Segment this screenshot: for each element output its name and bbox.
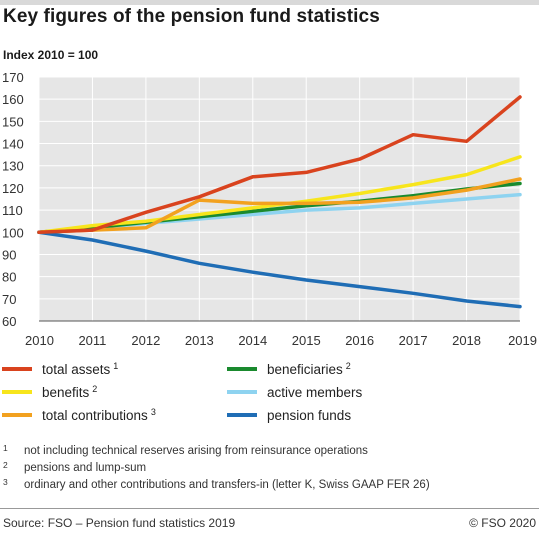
- legend-item-pension-funds: pension funds: [227, 404, 351, 426]
- legend-label: total assets: [42, 361, 111, 377]
- x-tick-label: 2015: [292, 333, 321, 348]
- footnote-text: pensions and lump-sum: [24, 462, 147, 474]
- x-tick-label: 2013: [185, 333, 214, 348]
- y-tick-label: 60: [2, 314, 16, 329]
- legend-label: pension funds: [267, 407, 352, 423]
- y-tick-label: 90: [2, 247, 16, 262]
- legend-item-beneficiaries: beneficiaries 2: [227, 358, 351, 380]
- series-line-total-assets: [37, 95, 522, 235]
- legend-footnote-mark: 3: [150, 407, 156, 417]
- legend: total assets 1 benefits 2 total contributi…: [0, 358, 539, 430]
- line-chart: 60 70 80 90 100 110 120 130 140 150 160 170 2010 201…: [2, 70, 537, 348]
- y-tick-label: 100: [2, 225, 24, 240]
- footnote-text: not including technical reserves arising…: [24, 445, 368, 457]
- y-tick-label: 170: [2, 70, 24, 85]
- footnote-text: ordinary and other contributions and tra…: [24, 479, 430, 491]
- legend-item-benefits: benefits 2: [2, 381, 97, 403]
- series-line-pension-funds: [37, 230, 522, 309]
- y-tick-label: 140: [2, 137, 24, 152]
- footnote-mark: 1: [3, 443, 8, 453]
- legend-swatch: [227, 367, 257, 371]
- legend-swatch: [227, 390, 257, 394]
- legend-footnote-mark: 2: [92, 384, 98, 394]
- x-tick-label: 2010: [25, 333, 54, 348]
- x-tick-label: 2018: [452, 333, 481, 348]
- footer-divider: [0, 508, 539, 509]
- legend-footnote-mark: 2: [345, 361, 351, 371]
- y-tick-label: 150: [2, 114, 24, 129]
- copyright-note: © FSO 2020: [469, 516, 536, 530]
- legend-item-total-contributions: total contributions 3: [2, 404, 156, 426]
- legend-footnote-mark: 1: [113, 361, 119, 371]
- legend-swatch: [2, 367, 32, 371]
- legend-swatch: [227, 413, 257, 417]
- chart-subtitle: Index 2010 = 100: [3, 48, 99, 62]
- y-tick-label: 80: [2, 270, 16, 285]
- title-bar: [0, 0, 539, 5]
- y-tick-label: 120: [2, 181, 24, 196]
- series-line-total-contributions: [37, 177, 522, 235]
- x-tick-label: 2014: [238, 333, 267, 348]
- y-tick-label: 70: [2, 292, 16, 307]
- footnote-2: 2 pensions and lump-sum: [3, 460, 430, 477]
- legend-item-total-assets: total assets 1: [2, 358, 118, 380]
- y-tick-label: 130: [2, 159, 24, 174]
- legend-swatch: [2, 413, 32, 417]
- x-tick-label: 2019: [508, 333, 537, 348]
- legend-label: beneficiaries: [267, 361, 343, 377]
- chart-title: Key figures of the pension fund statisti…: [3, 6, 380, 27]
- legend-item-active-members: active members: [227, 381, 362, 403]
- legend-label: benefits: [42, 384, 90, 400]
- y-tick-label: 160: [2, 92, 24, 107]
- footnotes: 1 not including technical reserves arisi…: [3, 443, 430, 494]
- footnote-3: 3 ordinary and other contributions and t…: [3, 477, 430, 494]
- x-tick-label: 2017: [399, 333, 428, 348]
- legend-label: active members: [267, 384, 363, 400]
- footnote-mark: 3: [3, 477, 8, 487]
- legend-label: total contributions: [42, 407, 148, 423]
- footnote-mark: 2: [3, 460, 8, 470]
- x-tick-label: 2011: [78, 333, 106, 348]
- x-tick-label: 2016: [345, 333, 374, 348]
- footnote-1: 1 not including technical reserves arisi…: [3, 443, 430, 460]
- source-note: Source: FSO – Pension fund statistics 20…: [3, 516, 236, 530]
- y-tick-label: 110: [2, 203, 23, 218]
- plot-background: [39, 77, 520, 321]
- x-tick-label: 2012: [131, 333, 160, 348]
- legend-swatch: [2, 390, 32, 394]
